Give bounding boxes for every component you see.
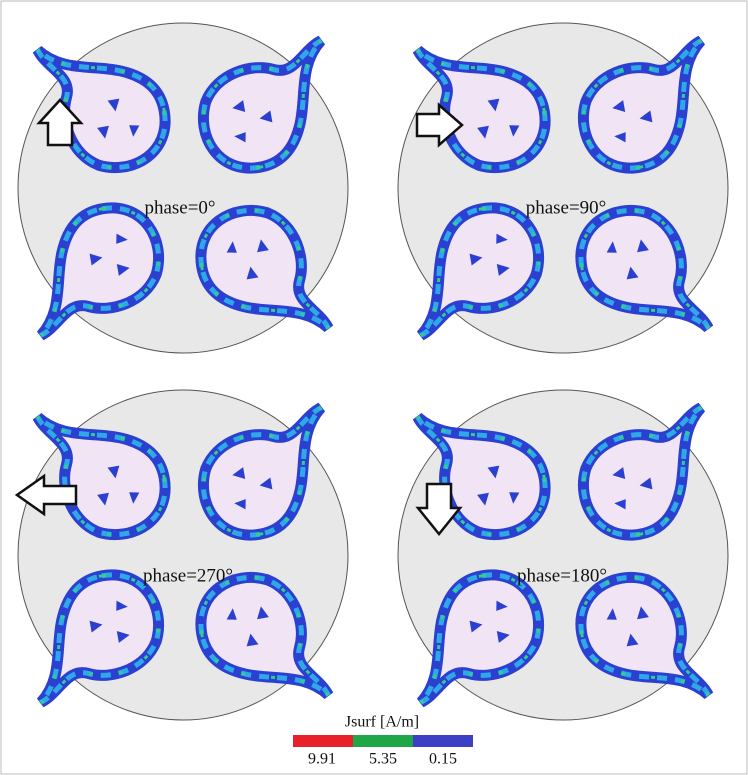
panel-0 bbox=[18, 23, 348, 353]
panel-90 bbox=[398, 23, 728, 353]
legend-swatch bbox=[293, 735, 353, 747]
legend-swatch bbox=[413, 735, 473, 747]
phase-label: phase=270° bbox=[143, 565, 233, 586]
phase-label: phase=90° bbox=[526, 197, 607, 218]
phase-label: phase=180° bbox=[517, 565, 607, 586]
legend-label: 0.15 bbox=[429, 751, 457, 768]
phase-label: phase=0° bbox=[144, 197, 215, 218]
legend-swatch bbox=[353, 735, 413, 747]
panel-180 bbox=[398, 390, 728, 720]
legend-label: 5.35 bbox=[369, 751, 397, 768]
legend-title: Jsurf [A/m] bbox=[345, 714, 419, 731]
panel-270 bbox=[18, 390, 348, 720]
figure: phase=0° phase=90° phase=270° phase=180°… bbox=[0, 0, 748, 775]
legend-label: 9.91 bbox=[308, 751, 336, 768]
